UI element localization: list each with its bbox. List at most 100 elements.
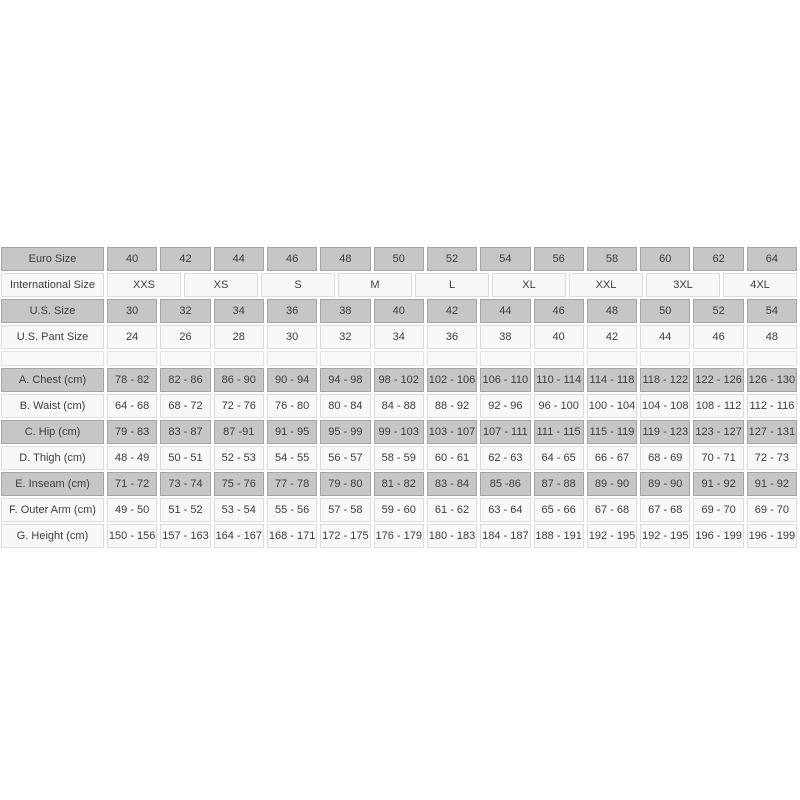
size-cell-euro-size-5: 50 xyxy=(373,247,424,271)
size-chart-table: Euro Size 40 42 44 46 48 50 52 54 56 58 60 62 64 Inter… xyxy=(1,247,798,550)
size-cell-thigh-5: 58 - 59 xyxy=(373,446,424,470)
size-cell-thigh-2: 52 - 53 xyxy=(213,446,264,470)
size-cell-us-size-7: 44 xyxy=(480,299,531,323)
size-cell-waist-6: 88 - 92 xyxy=(426,394,478,418)
size-cell-inseam-3: 77 - 78 xyxy=(266,472,318,496)
size-cell-hip-0: 79 - 83 xyxy=(107,420,158,444)
size-cell-us-size-0: 30 xyxy=(107,299,158,323)
table-row-waist: B. Waist (cm) 64 - 68 68 - 72 72 - 76 76 - 8… xyxy=(1,394,798,418)
row-label-hip: C. Hip (cm) xyxy=(1,420,104,444)
size-cell-international-size-7: 3XL xyxy=(646,273,720,297)
row-label-height: G. Height (cm) xyxy=(1,524,104,548)
size-cell-us-pant-size-9: 42 xyxy=(586,325,638,349)
table-row-us-size: U.S. Size 30 32 34 36 38 40 42 44 46 48 50 52 54 xyxy=(1,299,798,323)
row-label-international-size: International Size xyxy=(1,273,104,297)
size-cell-hip-10: 119 - 123 xyxy=(640,420,691,444)
table-row-height: G. Height (cm) 150 - 156 157 - 163 164 - 16… xyxy=(1,524,798,548)
size-cell-waist-11: 108 - 112 xyxy=(693,394,744,418)
size-cell-height-8: 188 - 191 xyxy=(533,524,584,548)
size-cell-waist-2: 72 - 76 xyxy=(213,394,264,418)
size-cell-hip-11: 123 - 127 xyxy=(693,420,744,444)
size-cell-waist-1: 68 - 72 xyxy=(160,394,211,418)
size-cell-inseam-8: 87 - 88 xyxy=(533,472,584,496)
size-cell-us-size-8: 46 xyxy=(533,299,584,323)
size-cell-international-size-6: XXL xyxy=(569,273,643,297)
size-cell-outer-arm-12: 69 - 70 xyxy=(746,498,798,522)
size-cell-chest-12: 126 - 130 xyxy=(746,368,798,392)
size-cell-us-size-9: 48 xyxy=(586,299,638,323)
size-cell-thigh-12: 72 - 73 xyxy=(746,446,798,470)
size-cell-chest-0: 78 - 82 xyxy=(107,368,158,392)
row-label-spacer xyxy=(1,351,104,366)
size-cell-us-pant-size-2: 28 xyxy=(213,325,264,349)
table-row-spacer xyxy=(1,351,798,366)
size-cell-thigh-4: 56 - 57 xyxy=(320,446,371,470)
size-cell-us-pant-size-6: 36 xyxy=(426,325,478,349)
size-cell-hip-6: 103 - 107 xyxy=(426,420,478,444)
row-label-inseam: E. Inseam (cm) xyxy=(1,472,104,496)
size-cell-thigh-8: 64 - 65 xyxy=(533,446,584,470)
size-cell-international-size-8: 4XL xyxy=(723,273,797,297)
row-label-us-pant-size: U.S. Pant Size xyxy=(1,325,104,349)
size-cell-euro-size-12: 64 xyxy=(746,247,798,271)
size-cell-us-pant-size-4: 32 xyxy=(320,325,371,349)
size-cell-height-1: 157 - 163 xyxy=(160,524,211,548)
size-cell-inseam-4: 79 - 80 xyxy=(320,472,371,496)
size-cell-euro-size-7: 54 xyxy=(480,247,531,271)
table-row-international-size: International Size XXS XS S M L XL XXL 3XL 4XL xyxy=(1,273,797,297)
size-cell-outer-arm-10: 67 - 68 xyxy=(640,498,691,522)
size-cell-outer-arm-4: 57 - 58 xyxy=(320,498,371,522)
size-cell-outer-arm-2: 53 - 54 xyxy=(213,498,264,522)
size-cell-chest-5: 98 - 102 xyxy=(373,368,424,392)
size-cell-waist-9: 100 - 104 xyxy=(586,394,638,418)
size-cell-thigh-9: 66 - 67 xyxy=(586,446,638,470)
size-cell-outer-arm-9: 67 - 68 xyxy=(586,498,638,522)
size-cell-thigh-3: 54 - 55 xyxy=(266,446,318,470)
size-cell-chest-1: 82 - 86 xyxy=(160,368,211,392)
size-cell-spacer-1 xyxy=(160,351,211,366)
size-cell-spacer-3 xyxy=(266,351,318,366)
size-cell-chest-9: 114 - 118 xyxy=(586,368,638,392)
size-cell-hip-1: 83 - 87 xyxy=(160,420,211,444)
size-cell-spacer-0 xyxy=(107,351,158,366)
size-cell-hip-2: 87 -91 xyxy=(213,420,264,444)
size-cell-us-size-3: 36 xyxy=(266,299,318,323)
size-cell-us-size-4: 38 xyxy=(320,299,371,323)
size-cell-us-pant-size-0: 24 xyxy=(107,325,158,349)
size-cell-spacer-7 xyxy=(480,351,531,366)
size-cell-height-3: 168 - 171 xyxy=(266,524,318,548)
size-cell-us-pant-size-10: 44 xyxy=(640,325,691,349)
size-cell-us-pant-size-1: 26 xyxy=(160,325,211,349)
size-cell-chest-11: 122 - 126 xyxy=(693,368,744,392)
size-cell-euro-size-0: 40 xyxy=(107,247,158,271)
table-row-outer-arm: F. Outer Arm (cm) 49 - 50 51 - 52 53 - 54 55… xyxy=(1,498,798,522)
size-cell-us-pant-size-12: 48 xyxy=(746,325,798,349)
row-label-waist: B. Waist (cm) xyxy=(1,394,104,418)
row-label-euro-size: Euro Size xyxy=(1,247,104,271)
size-cell-euro-size-4: 48 xyxy=(320,247,371,271)
table-row-inseam: E. Inseam (cm) 71 - 72 73 - 74 75 - 76 77 - … xyxy=(1,472,798,496)
table-row-chest: A. Chest (cm) 78 - 82 82 - 86 86 - 90 90 - 9… xyxy=(1,368,798,392)
size-cell-hip-4: 95 - 99 xyxy=(320,420,371,444)
size-cell-hip-12: 127 - 131 xyxy=(746,420,798,444)
size-cell-us-size-11: 52 xyxy=(693,299,744,323)
size-cell-height-2: 164 - 167 xyxy=(213,524,264,548)
size-cell-hip-3: 91 - 95 xyxy=(266,420,318,444)
size-cell-height-11: 196 - 199 xyxy=(693,524,744,548)
size-cell-height-4: 172 - 175 xyxy=(320,524,371,548)
size-cell-inseam-7: 85 -86 xyxy=(480,472,531,496)
size-cell-chest-10: 118 - 122 xyxy=(640,368,691,392)
table-row-hip: C. Hip (cm) 79 - 83 83 - 87 87 -91 91 - 95 95… xyxy=(1,420,798,444)
size-cell-spacer-12 xyxy=(746,351,798,366)
size-cell-spacer-9 xyxy=(586,351,638,366)
size-cell-height-5: 176 - 179 xyxy=(373,524,424,548)
size-cell-spacer-5 xyxy=(373,351,424,366)
size-cell-spacer-6 xyxy=(426,351,478,366)
size-cell-chest-3: 90 - 94 xyxy=(266,368,318,392)
size-cell-waist-5: 84 - 88 xyxy=(373,394,424,418)
size-cell-waist-8: 96 - 100 xyxy=(533,394,584,418)
table-row-us-pant-size: U.S. Pant Size 24 26 28 30 32 34 36 38 40 42 44 46 48 xyxy=(1,325,798,349)
size-cell-spacer-11 xyxy=(693,351,744,366)
size-cell-height-10: 192 - 195 xyxy=(640,524,691,548)
size-cell-hip-8: 111 - 115 xyxy=(533,420,584,444)
